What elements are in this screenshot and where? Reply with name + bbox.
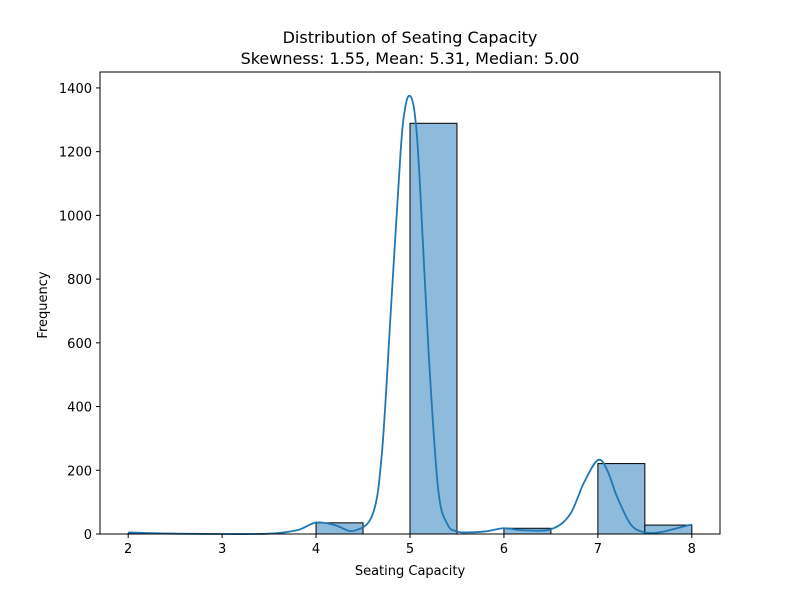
- y-tick-label-600: 600: [67, 337, 92, 352]
- chart-title: Distribution of Seating Capacity: [283, 28, 538, 47]
- y-tick-label-0: 0: [84, 528, 92, 543]
- y-tick-label-200: 200: [67, 464, 92, 479]
- kde-curve: [128, 94, 693, 535]
- y-tick-label-1200: 1200: [59, 146, 92, 161]
- x-tick-label-6: 6: [500, 542, 508, 557]
- y-tick-label-1400: 1400: [59, 82, 92, 97]
- histogram-bar-4: [315, 522, 364, 535]
- plot-area: 2 3 4 5 6 7 8 0 200 400 600 800 1000 1200 1400: [59, 71, 721, 557]
- y-tick-label-800: 800: [67, 273, 92, 288]
- chart-subtitle: Skewness: 1.55, Mean: 5.31, Median: 5.00: [241, 49, 580, 68]
- y-tick-label-1000: 1000: [59, 209, 92, 224]
- x-tick-label-7: 7: [594, 542, 602, 557]
- x-axis-label: Seating Capacity: [355, 564, 466, 579]
- histogram-bar-6: [409, 122, 458, 535]
- x-tick-label-8: 8: [688, 542, 696, 557]
- x-tick-label-4: 4: [312, 542, 320, 557]
- histogram-bar-10: [597, 463, 646, 535]
- y-tick-label-400: 400: [67, 401, 92, 416]
- x-tick-label-5: 5: [406, 542, 414, 557]
- y-axis-label: Frequency: [36, 271, 51, 338]
- x-tick-label-3: 3: [218, 542, 226, 557]
- x-tick-label-2: 2: [124, 542, 132, 557]
